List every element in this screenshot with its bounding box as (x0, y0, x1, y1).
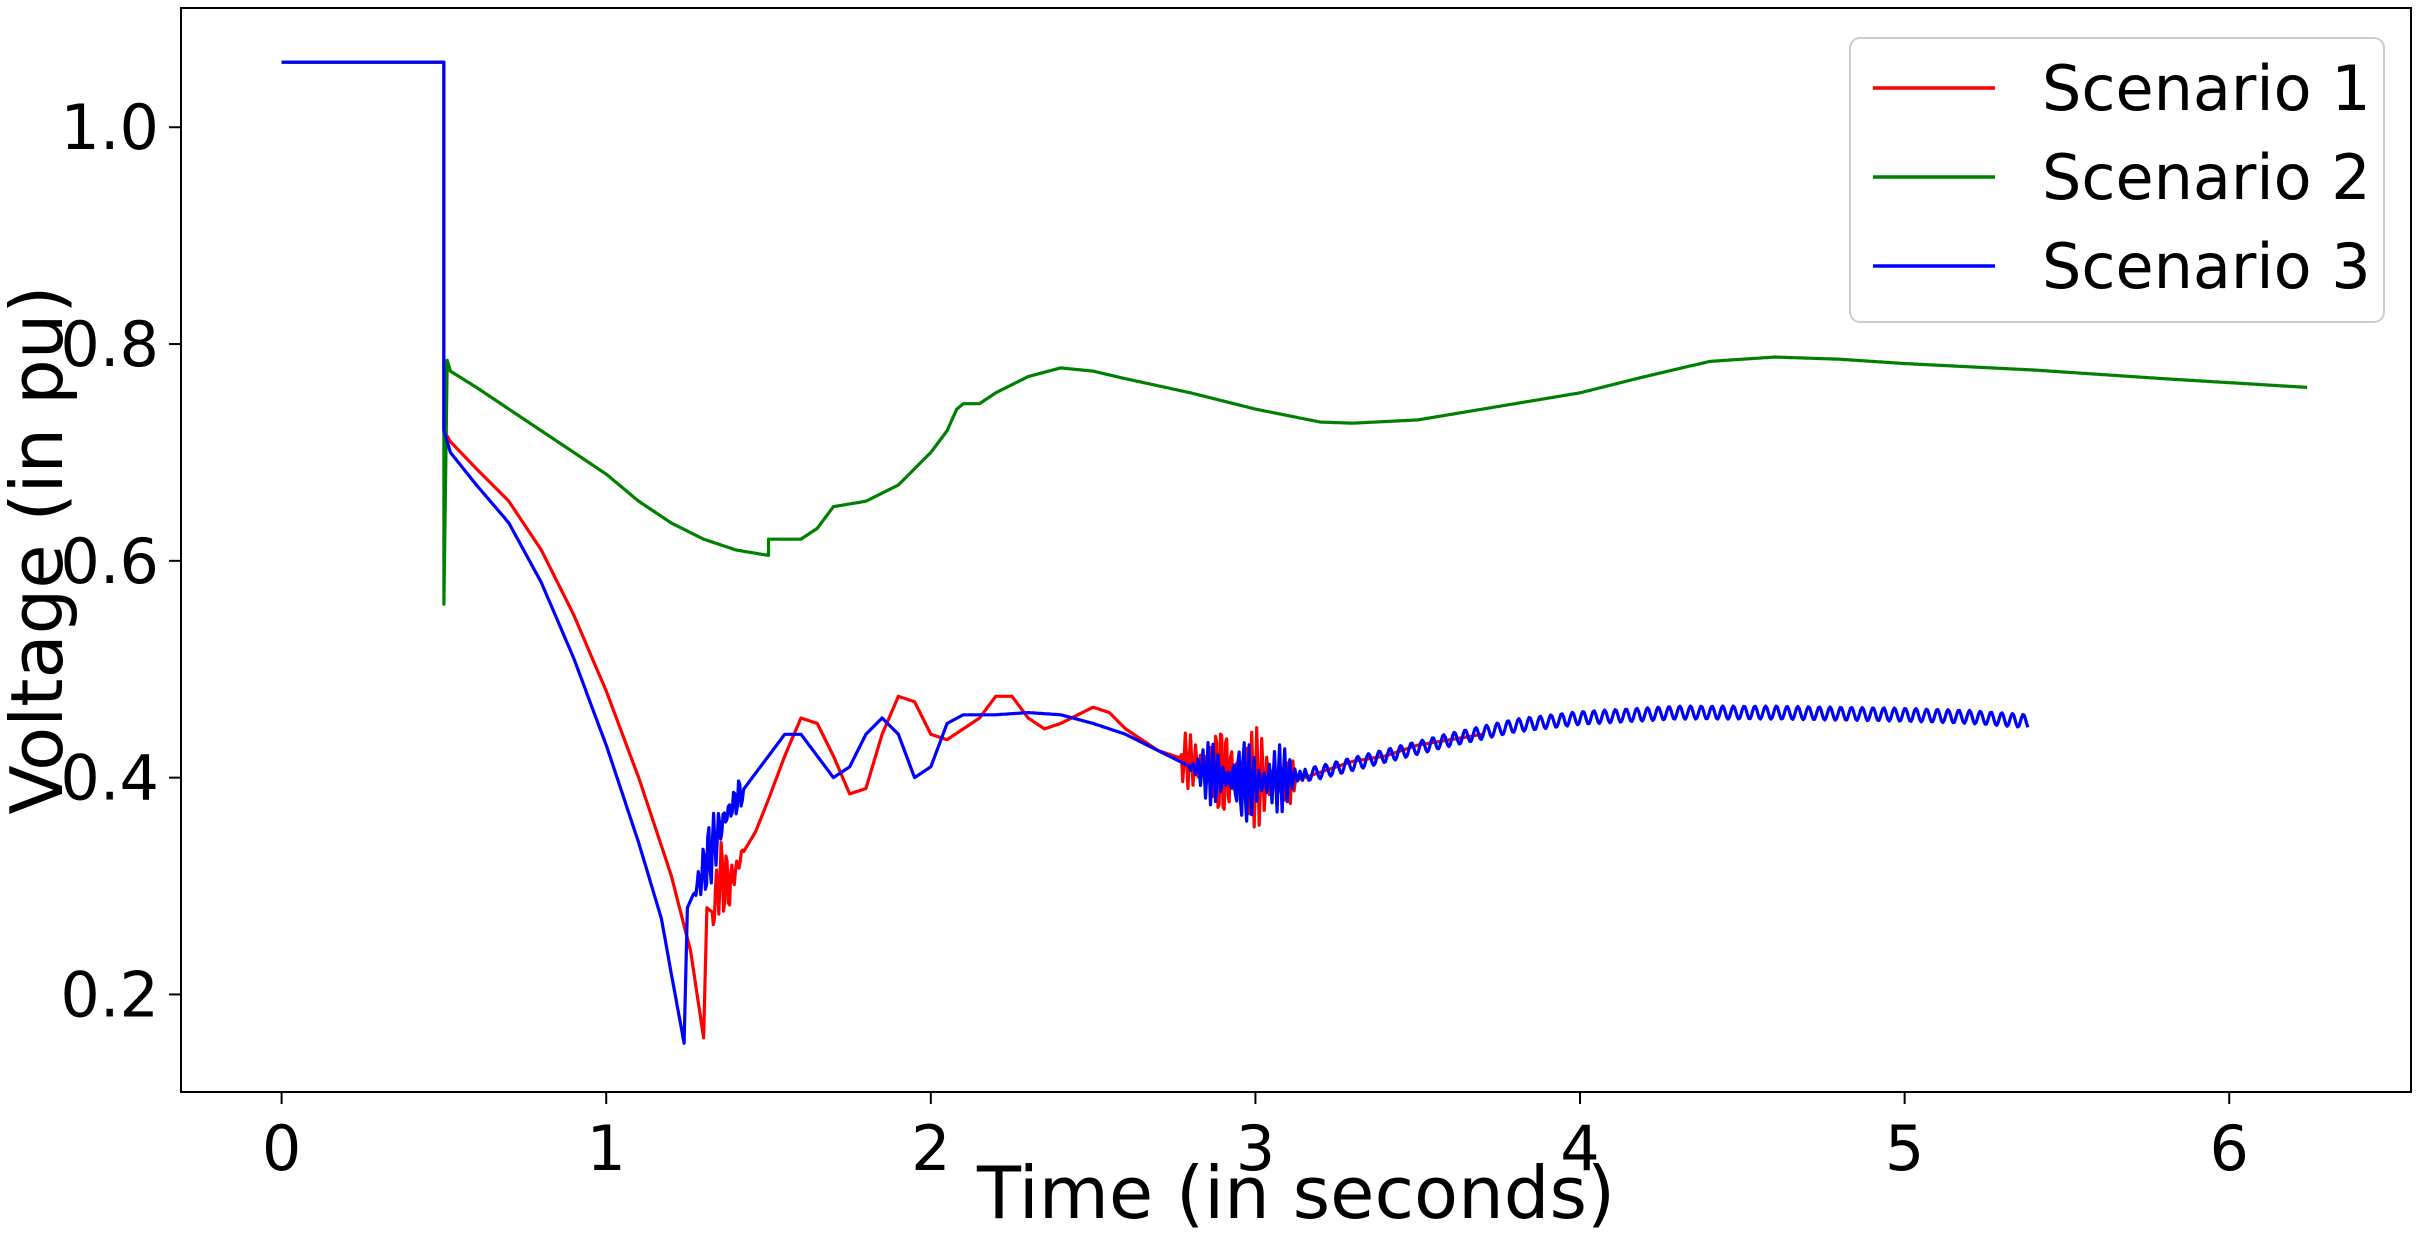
legend: Scenario 1 Scenario 2 Scenario 3 (1849, 37, 2385, 323)
series-line-3 (281, 60, 2030, 1045)
x-axis-ticks: 0 1 2 3 4 5 6 (262, 1092, 2249, 1185)
x-tick-label: 2 (911, 1112, 950, 1185)
legend-label-2: Scenario 2 (2042, 141, 2371, 214)
plot-area-frame (180, 7, 2412, 1093)
legend-label-3: Scenario 3 (2042, 230, 2371, 303)
y-axis-title: Voltage (in pu) (0, 286, 79, 815)
y-axis-ticks: 0.2 0.4 0.6 0.8 1.0 (60, 91, 181, 1031)
y-tick-label: 0.2 (60, 958, 159, 1031)
y-tick-label: 0.4 (60, 742, 159, 815)
x-tick-label: 5 (1885, 1112, 1924, 1185)
x-tick-label: 0 (262, 1112, 301, 1185)
x-tick-label: 3 (1236, 1112, 1275, 1185)
x-tick-label: 6 (2209, 1112, 2248, 1185)
legend-label-1: Scenario 1 (2042, 52, 2371, 125)
legend-box (1849, 37, 2385, 323)
y-tick-label: 1.0 (60, 91, 159, 164)
series-layer (281, 60, 2308, 1045)
series-line-2 (281, 60, 2308, 606)
x-tick-label: 4 (1560, 1112, 1599, 1185)
series-line-1 (281, 60, 1483, 1040)
y-tick-label: 0.8 (60, 308, 159, 381)
x-tick-label: 1 (586, 1112, 625, 1185)
x-axis-title: Time (in seconds) (976, 1151, 1615, 1235)
y-tick-label: 0.6 (60, 525, 159, 598)
